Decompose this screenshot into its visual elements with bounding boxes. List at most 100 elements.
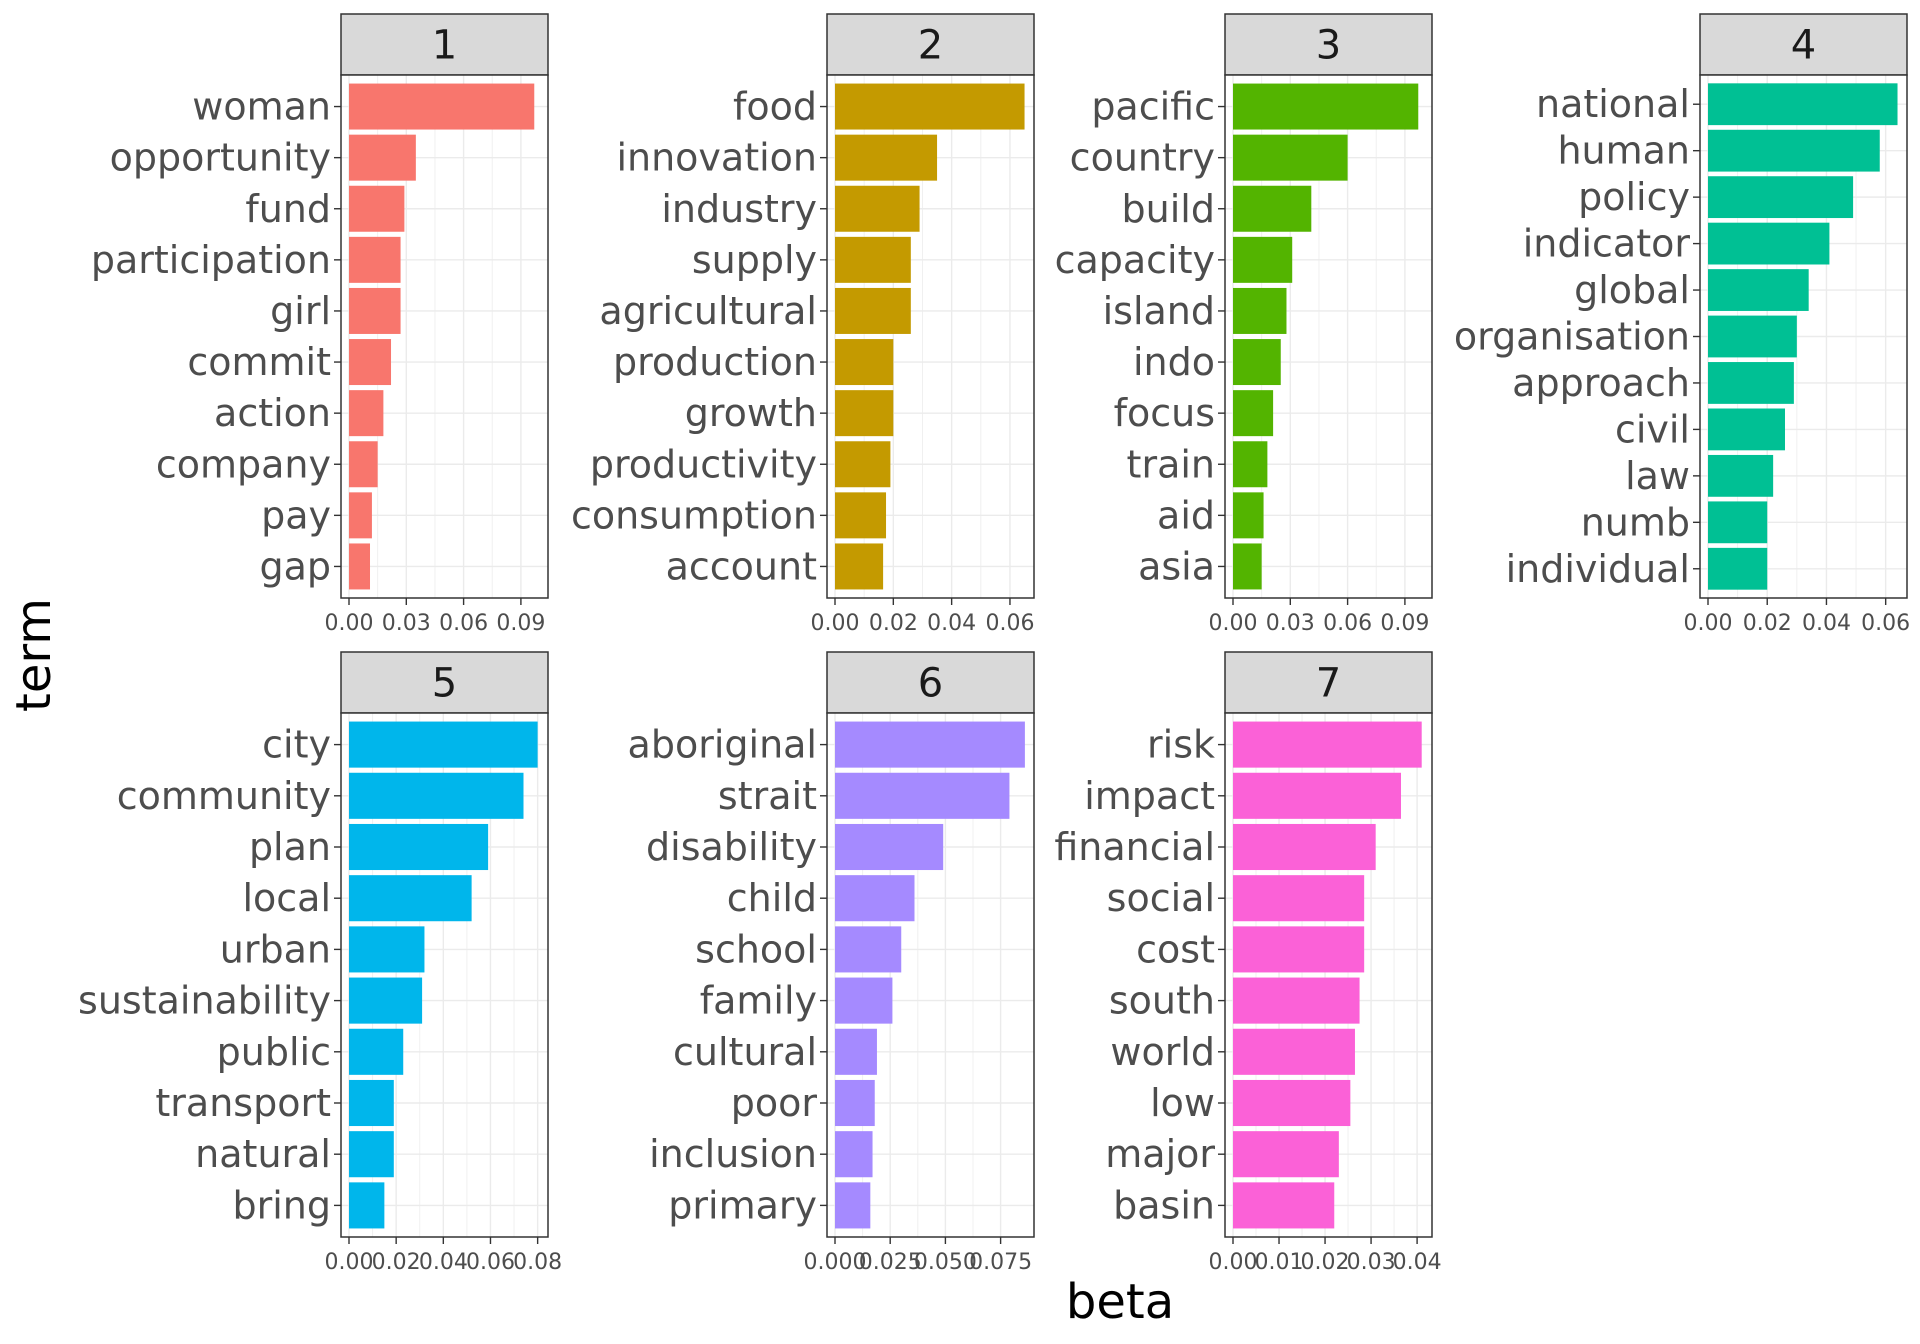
bar-civil [1708, 408, 1785, 451]
bar-risk [1233, 721, 1422, 768]
x-axis-title: beta [1066, 1274, 1174, 1330]
term-label: financial [1054, 825, 1215, 869]
bar-account [835, 543, 884, 590]
term-label: company [156, 442, 331, 486]
x-tick-label: 0.01 [1255, 1250, 1304, 1275]
x-tick-label: 0.00 [325, 611, 374, 636]
bar-train [1233, 441, 1268, 488]
facet-strip-label: 4 [1791, 23, 1816, 69]
term-label: pacific [1091, 85, 1215, 129]
term-label: aid [1157, 493, 1215, 537]
bar-major [1233, 1131, 1339, 1178]
term-label: woman [192, 85, 331, 129]
bar-build [1233, 185, 1312, 232]
bar-girl [349, 287, 401, 334]
bar-supply [835, 236, 911, 283]
bar-south [1233, 977, 1360, 1024]
term-label: production [613, 340, 817, 384]
x-tick-label: 0.02 [869, 611, 918, 636]
term-label: asia [1138, 544, 1215, 588]
bar-opportunity [349, 134, 416, 181]
term-label: country [1070, 136, 1215, 180]
bar-family [835, 977, 893, 1024]
term-label: organisation [1454, 315, 1690, 359]
bar-plan [349, 823, 489, 871]
facet-strip [826, 13, 1035, 76]
bar-local [349, 875, 472, 922]
term-label: basin [1113, 1183, 1215, 1227]
bar-company [349, 441, 378, 488]
x-tick-label: 0.06 [1861, 611, 1910, 636]
bar-public [349, 1028, 404, 1075]
bar-woman [349, 83, 535, 130]
facet-strip-label: 6 [918, 661, 943, 707]
bar-aid [1233, 492, 1264, 539]
term-label: south [1109, 979, 1215, 1023]
x-tick-label: 0.02 [1301, 1250, 1350, 1275]
panel-border [1224, 712, 1433, 1238]
bar-country [1233, 134, 1348, 181]
facet-3: 3 pacific country build capacity island indo fo… [1055, 13, 1433, 636]
term-label: innovation [616, 136, 817, 180]
term-label: low [1150, 1081, 1215, 1125]
panel-border [340, 712, 549, 1238]
bar-global [1708, 269, 1809, 311]
bar-agricultural [835, 287, 911, 334]
bar-human [1708, 129, 1880, 172]
term-label: social [1107, 876, 1215, 920]
term-label: action [214, 391, 331, 435]
x-tick-label: 0.00 [1209, 1250, 1258, 1275]
term-label: sustainability [78, 979, 331, 1023]
x-tick-label: 0.00 [811, 611, 860, 636]
term-label: approach [1512, 361, 1690, 405]
facet-strip [340, 651, 549, 714]
bar-growth [835, 390, 894, 437]
facet-5: 5 city community plan local urban sustainabili… [78, 651, 562, 1275]
facet-strip-label: 2 [918, 23, 943, 69]
x-tick-label: 0.06 [466, 1250, 515, 1275]
bar-pay [349, 492, 372, 539]
bar-policy [1708, 176, 1854, 219]
x-tick-label: 0.03 [1266, 611, 1315, 636]
bar-transport [349, 1079, 394, 1127]
x-tick-label: 0.02 [372, 1250, 421, 1275]
facet-panels: 1 woman opportunity fund participation girl co… [78, 13, 1910, 1275]
term-label: impact [1084, 774, 1215, 818]
term-label: productivity [590, 442, 817, 486]
term-label: natural [195, 1132, 331, 1176]
bar-numb [1708, 501, 1768, 544]
facet-strip-label: 7 [1316, 661, 1341, 707]
term-label: plan [249, 825, 331, 869]
bar-focus [1233, 390, 1274, 437]
facet-2: 2 food innovation industry supply agricultura… [571, 13, 1035, 636]
term-label: train [1127, 442, 1215, 486]
term-label: national [1536, 82, 1690, 126]
x-tick-label: 0.06 [1323, 611, 1372, 636]
term-label: transport [155, 1081, 331, 1125]
term-label: law [1625, 454, 1690, 498]
term-label: strait [718, 774, 817, 818]
term-label: food [733, 85, 817, 129]
term-label: urban [220, 927, 331, 971]
bar-approach [1708, 362, 1794, 404]
bar-poor [835, 1079, 875, 1127]
term-label: policy [1578, 175, 1690, 219]
term-label: aboriginal [628, 723, 817, 767]
x-tick-label: 0.050 [914, 1250, 977, 1275]
term-label: growth [685, 391, 817, 435]
bar-natural [349, 1131, 394, 1178]
term-label: cost [1136, 927, 1215, 971]
bar-world [1233, 1028, 1355, 1075]
term-label: commit [187, 340, 331, 384]
panel-border [1699, 74, 1908, 599]
bar-capacity [1233, 236, 1293, 283]
bar-productivity [835, 441, 891, 488]
bar-action [349, 390, 384, 437]
term-label: focus [1114, 391, 1215, 435]
term-label: bring [232, 1183, 331, 1227]
bar-school [835, 926, 902, 973]
bar-fund [349, 185, 405, 232]
facet-strip [340, 13, 549, 76]
term-label: cultural [673, 1030, 817, 1074]
facet-7: 7 risk impact financial social cost south world… [1054, 651, 1442, 1275]
